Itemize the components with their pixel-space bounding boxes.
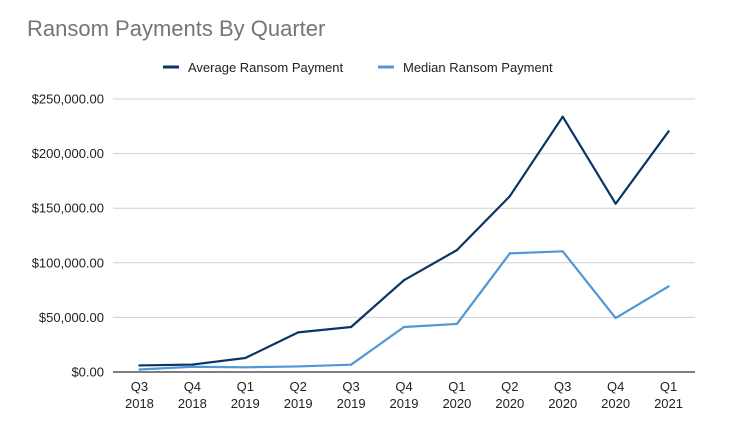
data-point	[614, 316, 617, 320]
series-line-2	[138, 250, 670, 371]
y-tick-label: $50,000.00	[39, 310, 104, 325]
data-point	[508, 252, 511, 255]
y-tick-label: $100,000.00	[32, 255, 104, 270]
data-point	[508, 195, 511, 198]
y-axis-ticks: $0.00 $50,000.00 $100,000.00 $150,000.00 $20…	[32, 92, 104, 380]
series-lines	[138, 115, 670, 371]
data-point	[191, 363, 194, 366]
x-tick-label: Q1 2020	[442, 379, 471, 411]
x-tick-label: Q1 2021	[654, 379, 683, 411]
data-point	[402, 325, 406, 329]
legend-label: Average Ransom Payment	[188, 60, 344, 75]
data-point	[614, 202, 617, 205]
x-tick-label: Q4 2019	[390, 379, 419, 411]
y-tick-label: $0.00	[71, 365, 104, 380]
data-point	[455, 249, 459, 252]
x-tick-label: Q3 2019	[337, 379, 366, 411]
data-point	[138, 368, 141, 371]
data-point	[244, 356, 247, 360]
data-point	[455, 322, 459, 326]
data-point	[244, 366, 247, 369]
x-tick-label: Q3 2020	[548, 379, 577, 411]
chart-legend: Average Ransom Payment Median Ransom Paym…	[163, 60, 553, 75]
chart-title: Ransom Payments By Quarter	[27, 16, 326, 41]
y-tick-label: $200,000.00	[32, 146, 104, 161]
data-point	[349, 363, 353, 366]
data-point	[349, 325, 353, 329]
x-axis-ticks: Q3 2018 Q4 2018 Q1 2019 Q2 2019 Q3 2019 Q4 2019 Q1 20…	[125, 379, 683, 411]
data-point	[297, 365, 300, 368]
data-point	[667, 130, 670, 133]
data-point	[138, 364, 141, 367]
data-point	[561, 115, 564, 118]
x-tick-label: Q1 2019	[231, 379, 260, 411]
legend-label: Median Ransom Payment	[403, 60, 553, 75]
y-tick-label: $250,000.00	[32, 92, 104, 107]
data-point	[191, 365, 194, 368]
gridlines	[113, 98, 695, 373]
x-tick-label: Q2 2019	[284, 379, 313, 411]
x-tick-label: Q4 2020	[601, 379, 630, 411]
x-tick-label: Q2 2020	[495, 379, 524, 411]
data-point	[561, 250, 564, 253]
data-point	[297, 331, 300, 334]
x-tick-label: Q3 2018	[125, 379, 154, 411]
x-tick-label: Q4 2018	[178, 379, 207, 411]
data-point	[667, 285, 670, 288]
data-point	[402, 279, 406, 282]
y-tick-label: $150,000.00	[32, 201, 104, 216]
